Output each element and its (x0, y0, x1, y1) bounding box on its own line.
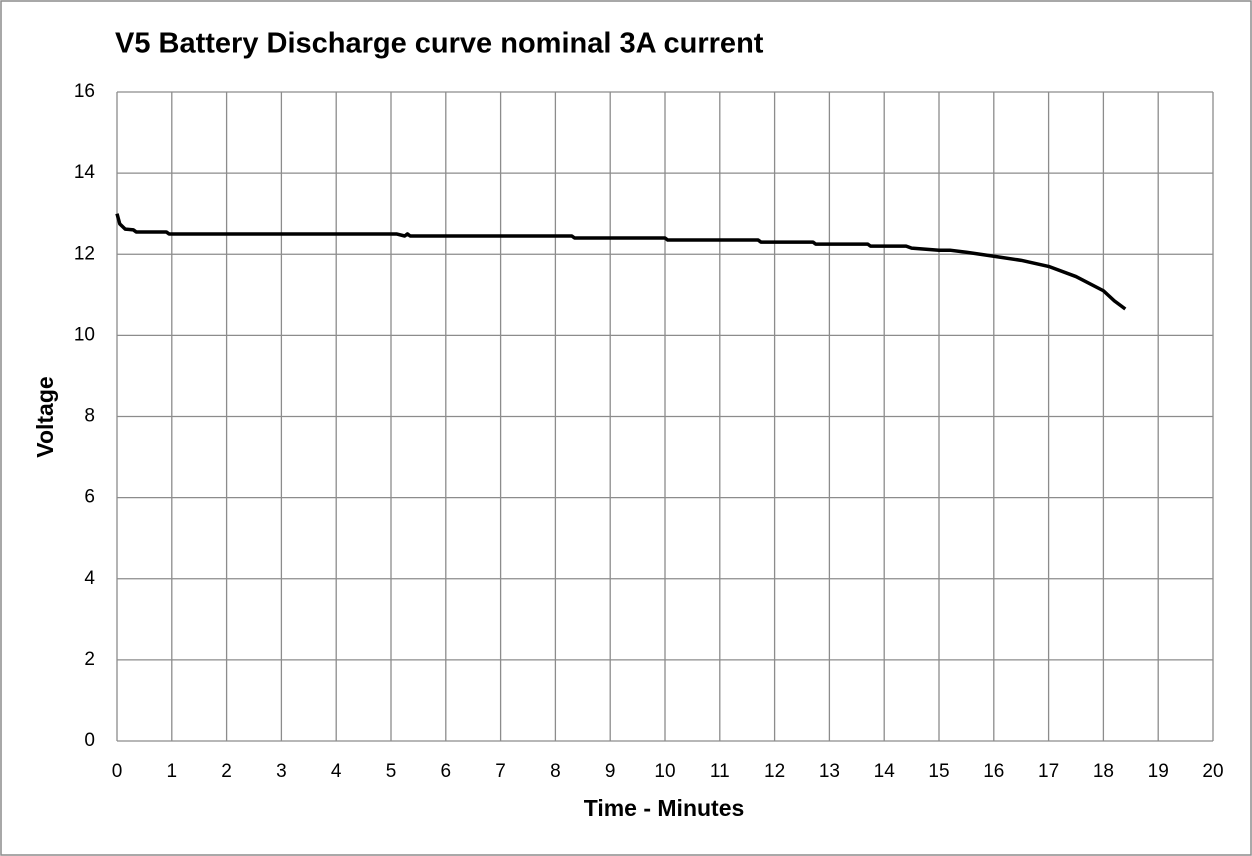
x-tick-label: 12 (764, 761, 785, 782)
y-tick-label: 12 (74, 243, 95, 264)
y-tick-label: 8 (84, 406, 95, 427)
x-tick-label: 13 (819, 761, 840, 782)
x-tick-label: 10 (654, 761, 675, 782)
y-tick-label: 16 (74, 81, 95, 102)
y-tick-label: 14 (74, 162, 96, 183)
x-tick-label: 1 (167, 761, 178, 782)
y-tick-label: 2 (84, 649, 95, 670)
x-tick-label: 2 (221, 761, 232, 782)
x-tick-label: 19 (1148, 761, 1169, 782)
x-tick-label: 0 (112, 761, 123, 782)
x-tick-label: 4 (331, 761, 342, 782)
x-tick-label: 20 (1202, 761, 1223, 782)
x-tick-label: 16 (983, 761, 1004, 782)
x-tick-label: 14 (874, 761, 896, 782)
data-line (115, 213, 1127, 311)
x-tick-label: 11 (710, 761, 730, 782)
y-tick-label: 4 (84, 568, 95, 589)
x-tick-label: 15 (928, 761, 949, 782)
x-axis-label: Time - Minutes (584, 795, 745, 821)
x-tick-label: 5 (386, 761, 397, 782)
x-tick-label: 17 (1038, 761, 1059, 782)
y-tick-label: 6 (84, 487, 95, 508)
x-tick-label: 6 (441, 761, 452, 782)
y-tick-label: 0 (84, 730, 95, 751)
x-tick-label: 8 (550, 761, 561, 782)
chart-title: V5 Battery Discharge curve nominal 3A cu… (115, 28, 764, 60)
x-tick-label: 3 (276, 761, 287, 782)
x-tick-label: 7 (495, 761, 506, 782)
x-tick-label: 9 (605, 761, 616, 782)
y-axis-label: Voltage (32, 376, 58, 457)
x-tick-label: 18 (1093, 761, 1114, 782)
y-tick-label: 10 (74, 324, 95, 345)
